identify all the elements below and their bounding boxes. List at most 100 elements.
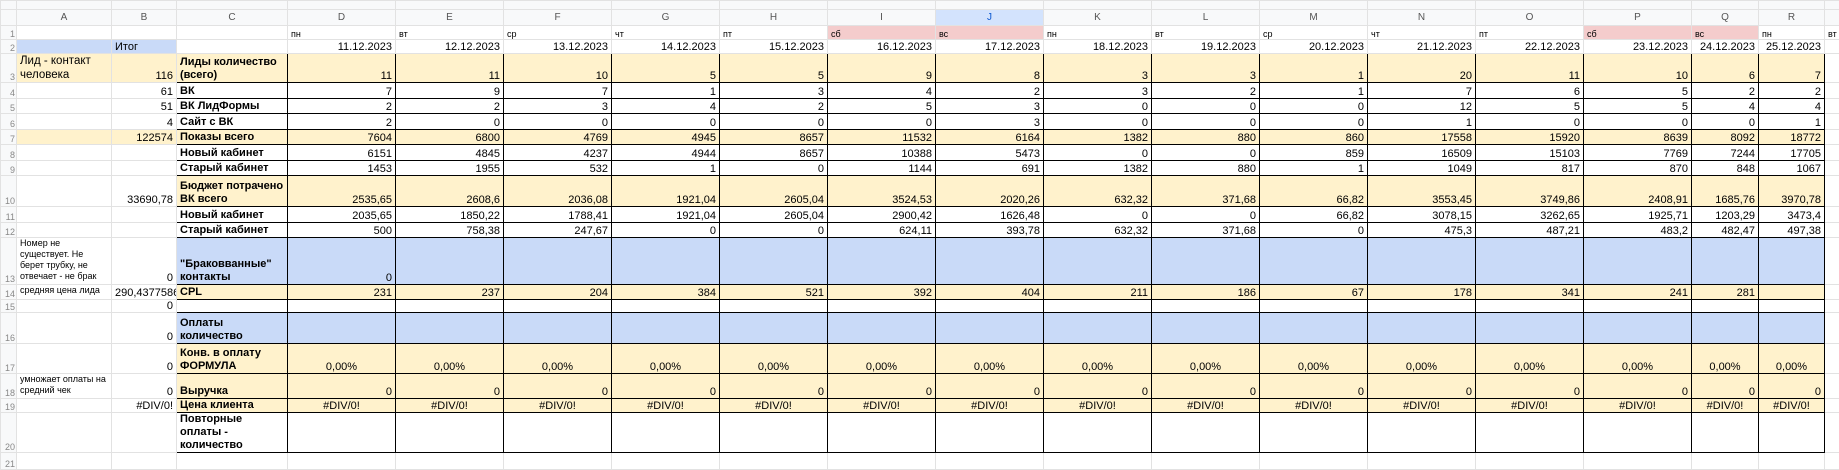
value[interactable]: 5 <box>1584 83 1692 99</box>
value[interactable]: 12 <box>1368 99 1476 114</box>
value[interactable]: 0 <box>1692 114 1759 130</box>
value[interactable]: 0,00% <box>1044 344 1152 374</box>
row-number[interactable]: 13 <box>1 238 17 285</box>
column-header[interactable] <box>1825 10 1839 26</box>
value[interactable]: 1 <box>612 161 720 176</box>
total[interactable]: 4 <box>112 114 177 130</box>
value[interactable] <box>1476 300 1584 313</box>
row-label[interactable]: Оплаты количество <box>177 313 288 344</box>
row-label[interactable]: ВК <box>177 83 288 99</box>
row-label[interactable]: Новый кабинет <box>177 145 288 161</box>
value[interactable] <box>1044 413 1152 453</box>
value[interactable]: 178 <box>1368 285 1476 300</box>
value[interactable] <box>612 300 720 313</box>
value[interactable]: 4 <box>1692 99 1759 114</box>
column-header[interactable]: G <box>612 10 720 26</box>
value[interactable]: #DIV/0! <box>1260 399 1368 413</box>
value[interactable] <box>1476 313 1584 344</box>
value[interactable]: 0 <box>504 374 612 399</box>
value[interactable] <box>1260 238 1368 285</box>
value[interactable]: 0 <box>1044 99 1152 114</box>
value[interactable]: 0 <box>1476 114 1584 130</box>
value[interactable]: #DIV/0! <box>612 399 720 413</box>
day-name[interactable]: пн <box>1759 26 1825 40</box>
day-name[interactable]: пн <box>288 26 396 40</box>
value[interactable]: 16509 <box>1368 145 1476 161</box>
value[interactable] <box>1584 300 1692 313</box>
value[interactable]: #DIV/0! <box>720 399 828 413</box>
value[interactable] <box>936 238 1044 285</box>
value[interactable]: 3473,4 <box>1759 207 1825 223</box>
value[interactable]: 9 <box>396 83 504 99</box>
value[interactable]: 487,21 <box>1476 223 1584 238</box>
cell[interactable] <box>1825 99 1839 114</box>
note[interactable] <box>17 114 112 130</box>
value[interactable] <box>504 313 612 344</box>
value[interactable]: 1049 <box>1368 161 1476 176</box>
note[interactable] <box>17 161 112 176</box>
value[interactable]: 392 <box>828 285 936 300</box>
cell[interactable] <box>17 26 112 40</box>
cell[interactable] <box>1825 285 1839 300</box>
cell[interactable] <box>1825 300 1839 313</box>
value[interactable]: 7244 <box>1692 145 1759 161</box>
total[interactable]: 0 <box>112 300 177 313</box>
value[interactable]: 231 <box>288 285 396 300</box>
total[interactable]: 61 <box>112 83 177 99</box>
cell[interactable] <box>1825 114 1839 130</box>
cell[interactable] <box>177 1 288 10</box>
cell[interactable] <box>1260 453 1368 470</box>
value[interactable]: 3749,86 <box>1476 176 1584 207</box>
value[interactable]: 0,00% <box>288 344 396 374</box>
value[interactable] <box>1584 238 1692 285</box>
value[interactable]: 1685,76 <box>1692 176 1759 207</box>
value[interactable] <box>1692 313 1759 344</box>
value[interactable]: 371,68 <box>1152 223 1260 238</box>
value[interactable]: 0 <box>612 114 720 130</box>
value[interactable]: 482,47 <box>1692 223 1759 238</box>
note[interactable] <box>17 207 112 223</box>
value[interactable]: 17558 <box>1368 130 1476 145</box>
value[interactable]: 3 <box>504 99 612 114</box>
cell[interactable] <box>504 453 612 470</box>
value[interactable]: 4769 <box>504 130 612 145</box>
column-header[interactable]: M <box>1260 10 1368 26</box>
value[interactable] <box>936 413 1044 453</box>
value[interactable]: 0,00% <box>1368 344 1476 374</box>
value[interactable]: 0,00% <box>936 344 1044 374</box>
value[interactable]: 1925,71 <box>1584 207 1692 223</box>
value[interactable]: 632,32 <box>1044 176 1152 207</box>
value[interactable]: 6 <box>1692 54 1759 83</box>
total[interactable]: 33690,78 <box>112 176 177 207</box>
column-header[interactable]: D <box>288 10 396 26</box>
cell[interactable] <box>17 453 112 470</box>
value[interactable]: 475,3 <box>1368 223 1476 238</box>
value[interactable]: #DIV/0! <box>936 399 1044 413</box>
value[interactable] <box>1692 238 1759 285</box>
value[interactable] <box>288 300 396 313</box>
value[interactable] <box>1584 413 1692 453</box>
value[interactable] <box>720 300 828 313</box>
value[interactable]: 10 <box>1584 54 1692 83</box>
note[interactable]: умножает оплаты на средний чек <box>17 374 112 399</box>
value[interactable] <box>1692 300 1759 313</box>
cell[interactable] <box>1759 1 1825 10</box>
value[interactable] <box>504 238 612 285</box>
value[interactable]: 11 <box>1476 54 1584 83</box>
value[interactable]: 0 <box>1260 223 1368 238</box>
value[interactable]: 8657 <box>720 130 828 145</box>
value[interactable]: #DIV/0! <box>1044 399 1152 413</box>
cell[interactable] <box>1825 83 1839 99</box>
total[interactable]: 290,4377586 <box>112 285 177 300</box>
cell[interactable] <box>1584 453 1692 470</box>
value[interactable] <box>396 313 504 344</box>
value[interactable]: 0 <box>1044 145 1152 161</box>
row-number[interactable]: 11 <box>1 207 17 223</box>
value[interactable]: 247,67 <box>504 223 612 238</box>
row-number[interactable]: 3 <box>1 54 17 83</box>
note[interactable] <box>17 176 112 207</box>
value[interactable]: 6151 <box>288 145 396 161</box>
cell[interactable] <box>1825 238 1839 285</box>
value[interactable] <box>1368 238 1476 285</box>
row-number[interactable]: 16 <box>1 313 17 344</box>
